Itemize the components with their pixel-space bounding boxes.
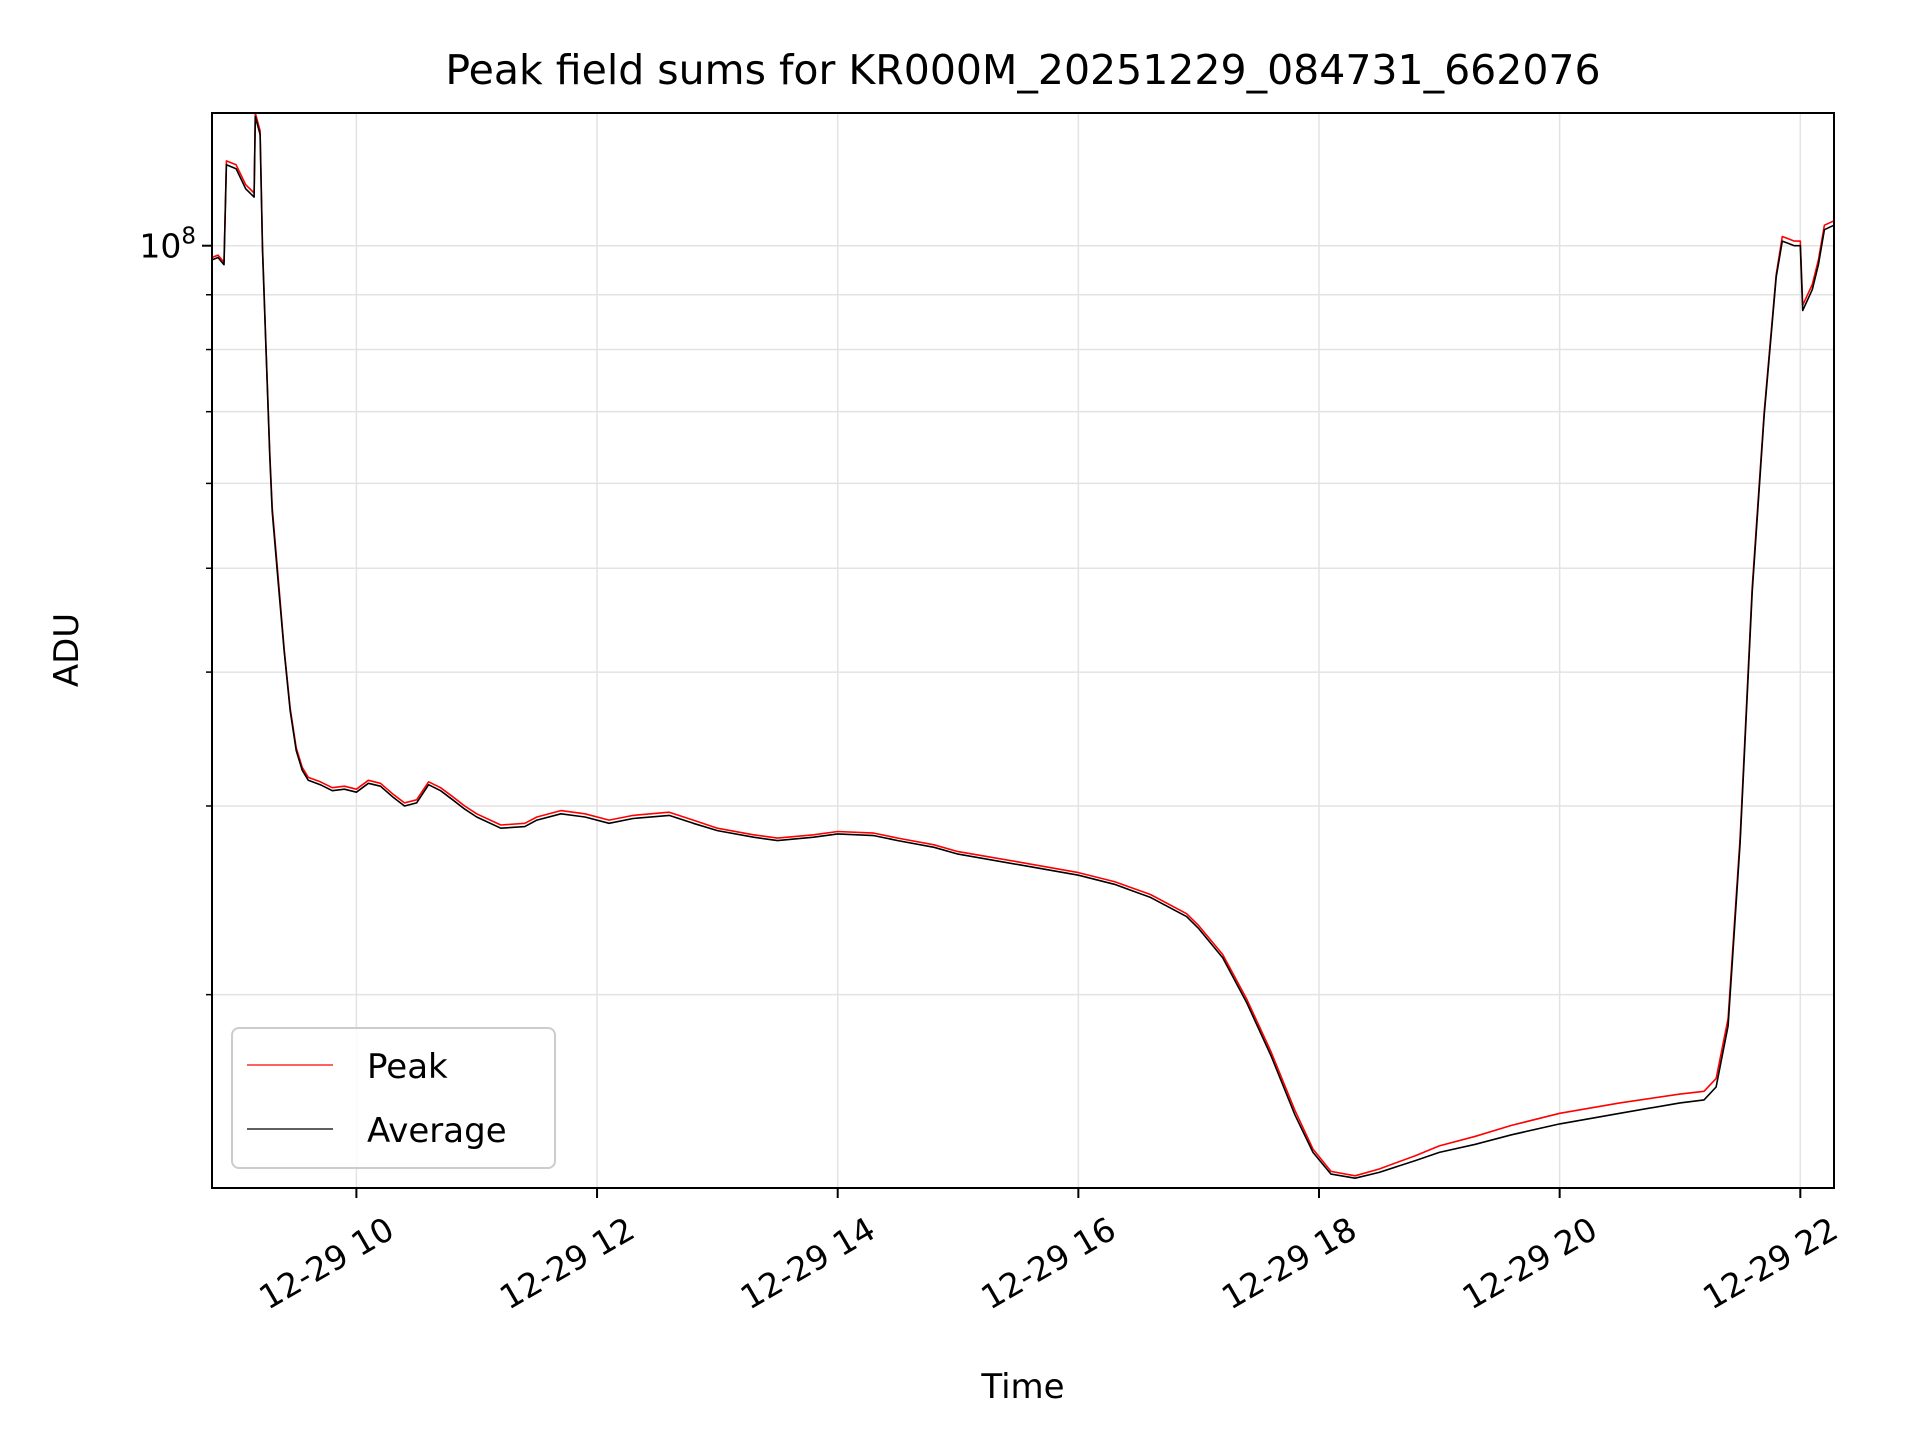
legend-average-label: Average: [367, 1111, 507, 1151]
legend-peak-label: Peak: [367, 1047, 448, 1087]
plot-frame: [211, 112, 1835, 1189]
y-axis-label: ADU: [47, 613, 87, 687]
chart-title: Peak field sums for KR000M_20251229_0847…: [445, 46, 1600, 94]
plot-series: [211, 112, 1835, 1179]
x-axis-label: Time: [980, 1367, 1064, 1407]
y-axis-ticks: 108: [139, 224, 212, 996]
y-tick-label: 108: [139, 224, 196, 266]
legend: Peak Average: [231, 1027, 556, 1169]
legend-box: [231, 1027, 556, 1169]
grid-lines: [212, 113, 1834, 1188]
series-line-average: [211, 115, 1835, 1179]
